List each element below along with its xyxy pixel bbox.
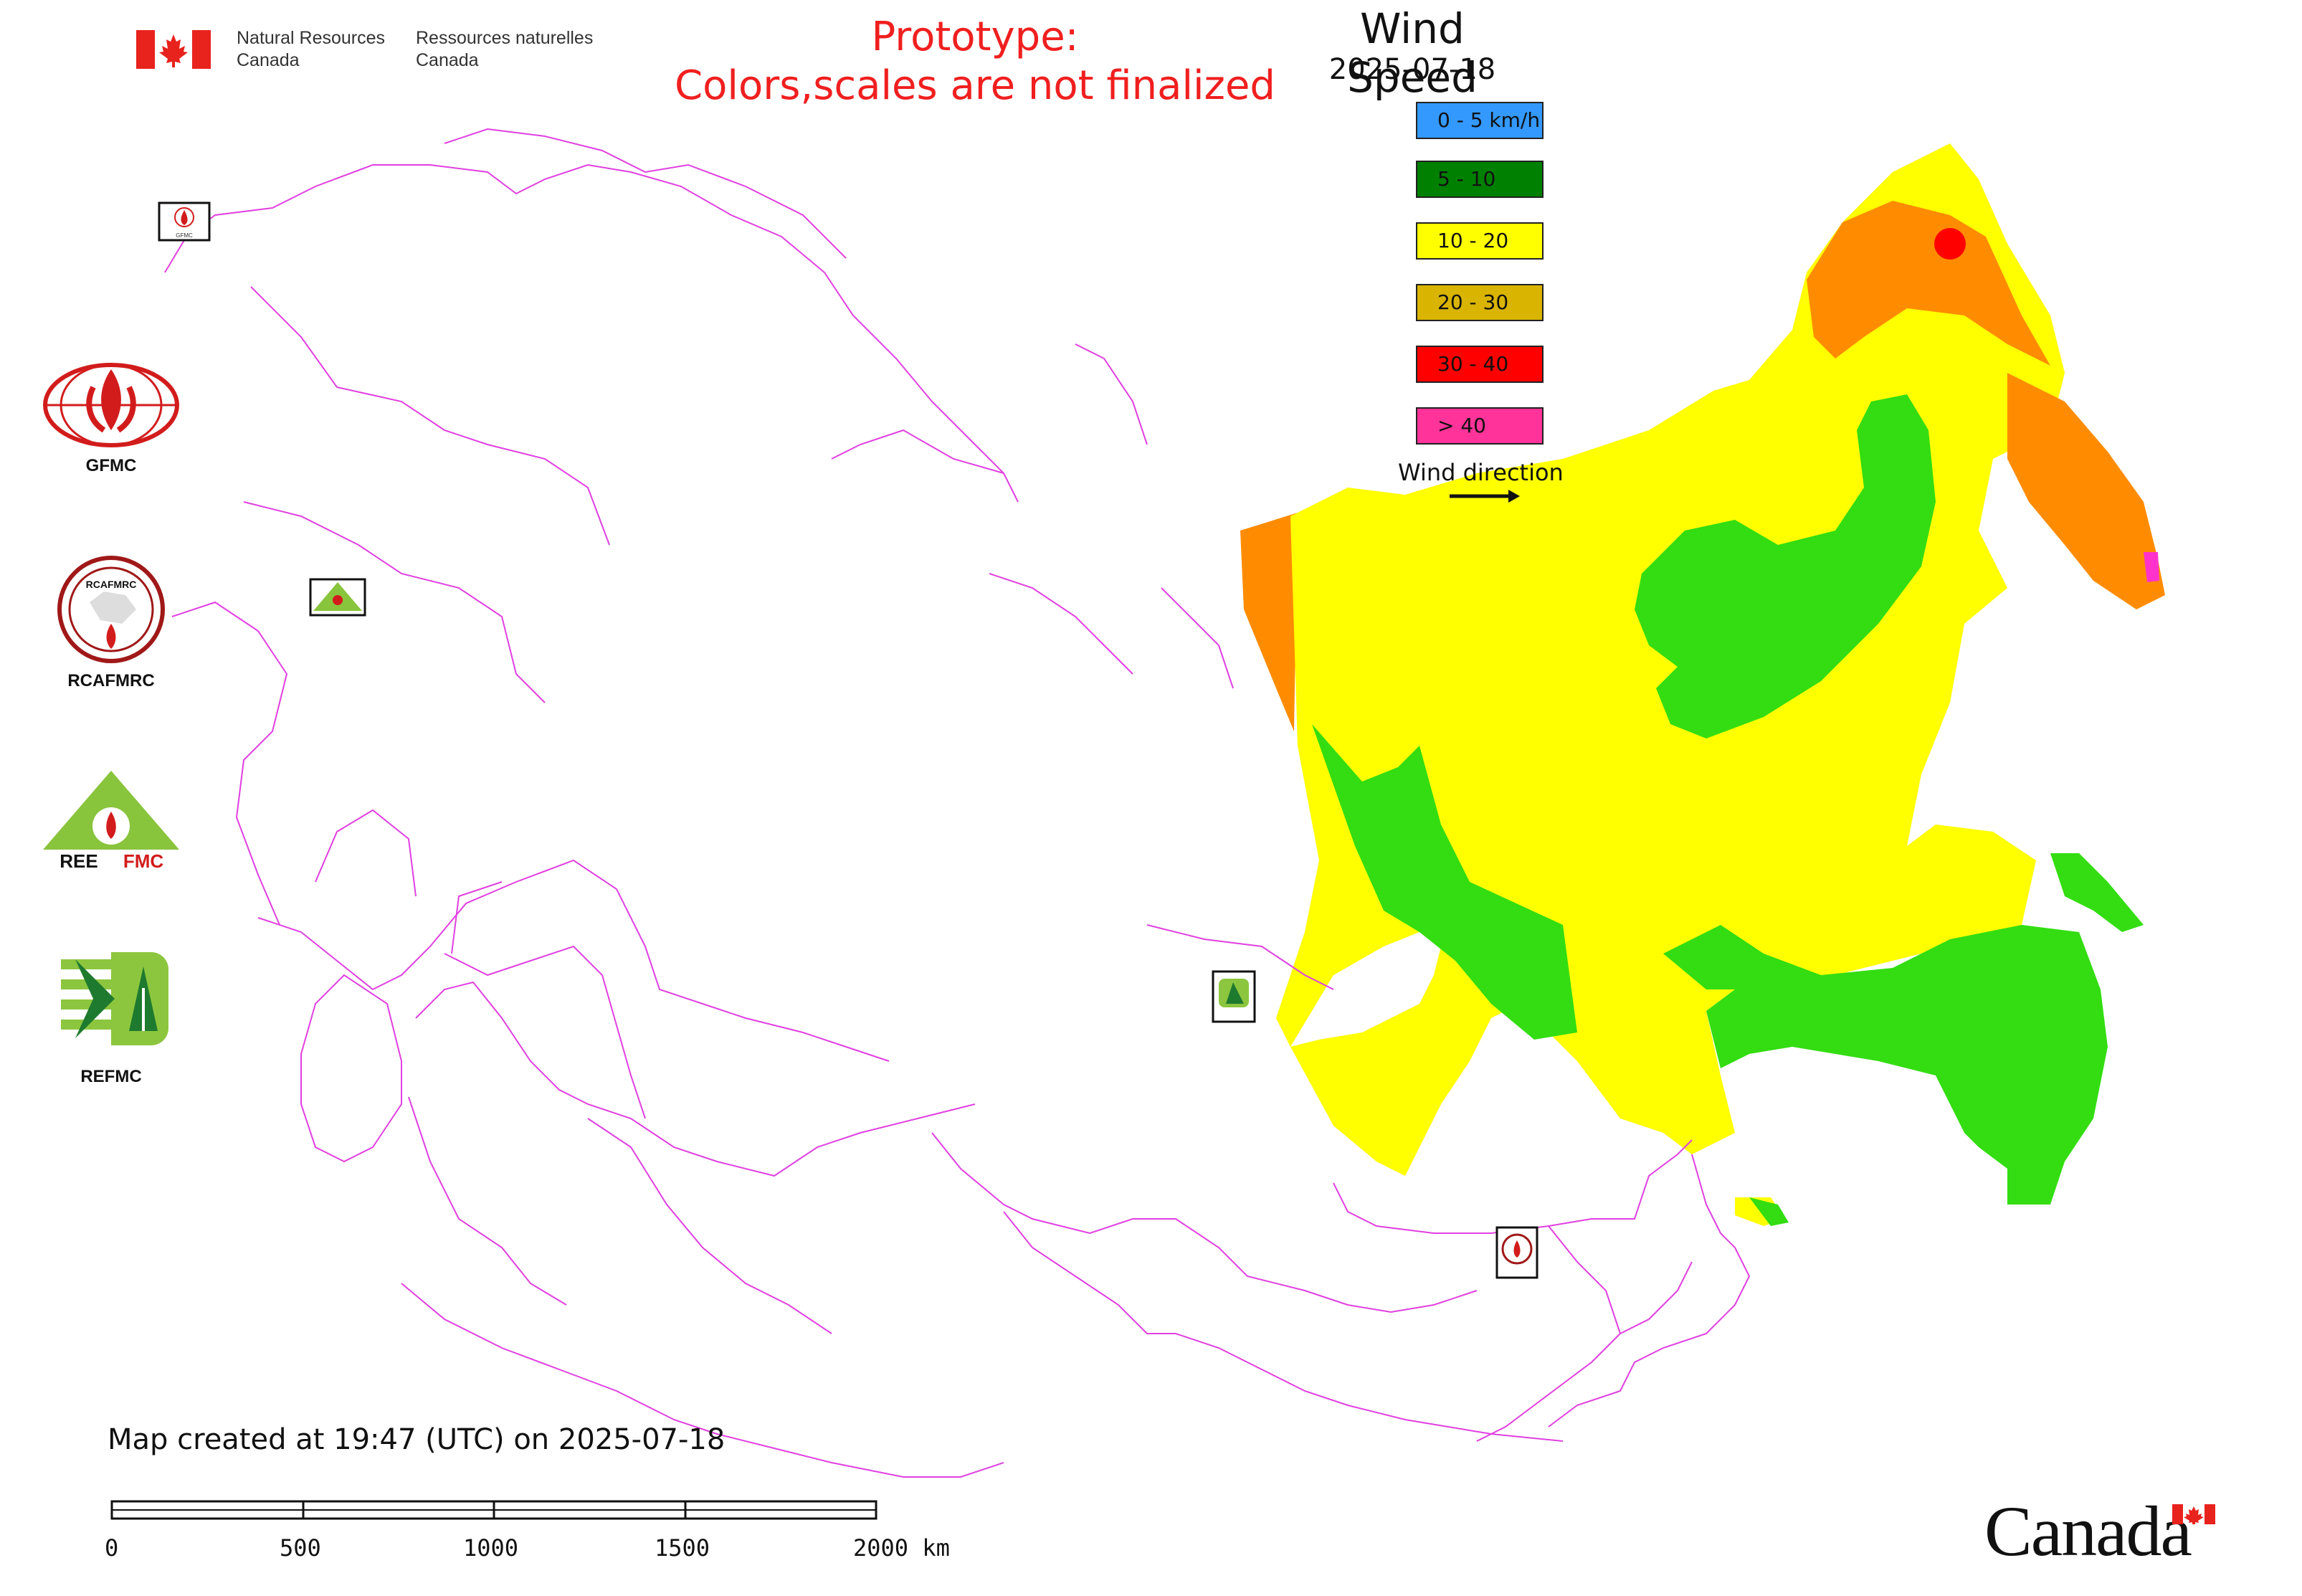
map-station-rcafmrc[interactable] [1495,1226,1538,1279]
prototype-notice-line2: Colors,scales are not finalized [675,62,1275,109]
map-created-timestamp: Map created at 19:47 (UTC) on 2025-07-18 [108,1423,726,1456]
legend-item-5-10: 5 - 10 [1416,161,1544,198]
legend-item-10-20: 10 - 20 [1416,222,1544,260]
svg-text:FMC: FMC [123,850,164,872]
refmc-label: REFMC [80,1067,142,1086]
scale-label-1500: 1500 [655,1534,710,1562]
department-name-fr-line2: Canada [416,50,479,70]
gfmc-logo [43,363,179,447]
map-title: Wind Speed [1347,4,1478,102]
gfmc-label: GFMC [85,456,137,475]
prototype-notice: Prototype: Colors,scales are not finaliz… [617,13,1333,110]
wind-zone-5-10-interior [1635,394,1936,738]
wind-zone-20-30-west [1240,513,1298,731]
wind-zone-over-40-east [2144,552,2159,582]
department-name-en-line2: Canada [237,50,300,70]
legend-item-over-40: > 40 [1416,407,1544,445]
canada-wordmark: Canada [1984,1491,2192,1571]
scale-label-500: 500 [280,1534,321,1562]
map-station-refmc[interactable] [1212,970,1256,1023]
department-name-fr-line1: Ressources naturelles [416,28,594,48]
wind-zone-20-30-east [2007,373,2165,609]
rcafmrc-logo: RCAFMRC [57,556,165,663]
canada-flag-icon [136,30,211,69]
department-name-en-line1: Natural Resources [237,28,386,48]
department-name-en: Natural Resources Canada [237,27,385,72]
map-station-reefmc[interactable] [309,578,366,617]
scale-label-2000: 2000 km [853,1534,950,1562]
scale-bar [110,1500,877,1520]
scale-label-1000: 1000 [463,1534,519,1562]
map-date: 2025-07-18 [1328,53,1496,86]
scale-label-0: 0 [105,1534,119,1562]
legend-item-30-40: 30 - 40 [1416,346,1544,383]
wind-zone-5-10-south [1312,724,1577,1040]
prototype-notice-line1: Prototype: [871,14,1079,60]
wind-direction-label: Wind direction [1398,459,1564,486]
reefmc-logo: REE FMC [43,771,179,872]
wind-zone-20-30-north [1807,201,2065,373]
map-station-gfmc-label: GFMC [176,232,193,239]
refmc-logo [61,952,168,1045]
legend-item-0-5: 0 - 5 km/h [1416,102,1544,139]
wind-zone-5-10-southtip [1749,1197,1789,1226]
wind-direction-arrow-icon [1450,490,1520,503]
legend-item-20-30: 20 - 30 [1416,284,1544,321]
wind-zone-5-10-sakhalin [2050,853,2144,932]
admin-boundaries [164,128,1751,1478]
map-station-gfmc[interactable]: GFMC [158,201,211,242]
department-name-fr: Ressources naturelles Canada [416,27,593,72]
rcafmrc-label: RCAFMRC [67,671,155,690]
canada-wordmark-flag-icon [2172,1504,2215,1524]
svg-text:REE: REE [60,850,97,872]
svg-text:RCAFMRC: RCAFMRC [86,579,137,590]
wind-zone-5-10-southeast [1663,925,2108,1205]
wind-zone-30-40-north [1934,228,1966,260]
